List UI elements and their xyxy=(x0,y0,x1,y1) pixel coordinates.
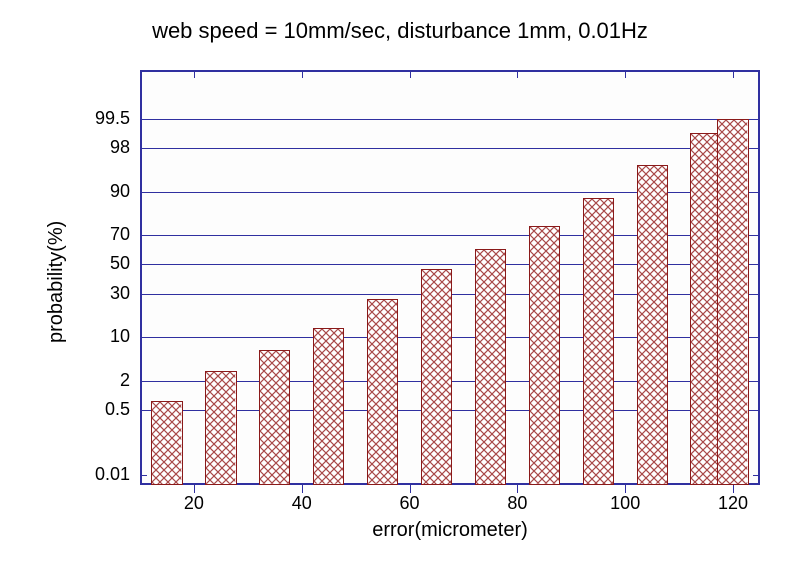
bar-hatch xyxy=(206,372,235,484)
x-tick xyxy=(410,485,411,493)
bar xyxy=(583,198,614,485)
x-tick-label: 120 xyxy=(713,493,753,514)
x-tick xyxy=(517,485,518,493)
x-tick xyxy=(517,70,518,78)
y-axis-label: probability(%) xyxy=(45,220,68,342)
x-tick xyxy=(733,485,734,493)
x-tick xyxy=(194,485,195,493)
x-tick xyxy=(302,70,303,78)
chart-title: web speed = 10mm/sec, disturbance 1mm, 0… xyxy=(0,18,800,44)
bar-hatch xyxy=(422,270,451,484)
x-tick xyxy=(625,485,626,493)
y-tick-label: 30 xyxy=(70,283,130,304)
x-tick-label: 40 xyxy=(282,493,322,514)
bar xyxy=(529,226,560,485)
y-tick xyxy=(753,475,760,476)
x-tick-label: 80 xyxy=(497,493,537,514)
bar xyxy=(205,371,236,485)
x-axis-label: error(micrometer) xyxy=(140,519,760,542)
bar-hatch xyxy=(718,120,747,484)
x-tick-label: 20 xyxy=(174,493,214,514)
bar-hatch xyxy=(691,134,720,484)
x-tick xyxy=(625,70,626,78)
bar xyxy=(421,269,452,485)
bar-hatch xyxy=(368,300,397,484)
bar-hatch xyxy=(152,402,181,484)
y-tick-label: 0.5 xyxy=(70,399,130,420)
y-tick-label: 0.01 xyxy=(70,464,130,485)
x-tick xyxy=(733,70,734,78)
y-tick xyxy=(140,475,147,476)
y-tick-label: 98 xyxy=(70,137,130,158)
y-grid-line xyxy=(140,119,760,120)
bar-hatch xyxy=(314,329,343,484)
bar-hatch xyxy=(260,351,289,484)
x-tick-label: 60 xyxy=(390,493,430,514)
bar xyxy=(475,249,506,485)
y-tick-label: 99.5 xyxy=(70,108,130,129)
bar xyxy=(717,119,748,485)
y-tick-label: 10 xyxy=(70,326,130,347)
y-grid-line xyxy=(140,148,760,149)
bar-hatch xyxy=(584,199,613,484)
y-tick-label: 50 xyxy=(70,253,130,274)
x-tick xyxy=(410,70,411,78)
y-tick-label: 70 xyxy=(70,224,130,245)
y-tick-label: 2 xyxy=(70,370,130,391)
bar-hatch xyxy=(530,227,559,484)
x-tick xyxy=(194,70,195,78)
bar xyxy=(259,350,290,485)
bar-hatch xyxy=(476,250,505,484)
bar xyxy=(313,328,344,485)
x-tick xyxy=(302,485,303,493)
y-tick-label: 90 xyxy=(70,181,130,202)
bar-hatch xyxy=(638,166,667,484)
bar xyxy=(637,165,668,485)
bar xyxy=(367,299,398,485)
x-tick-label: 100 xyxy=(605,493,645,514)
bar xyxy=(151,401,182,485)
